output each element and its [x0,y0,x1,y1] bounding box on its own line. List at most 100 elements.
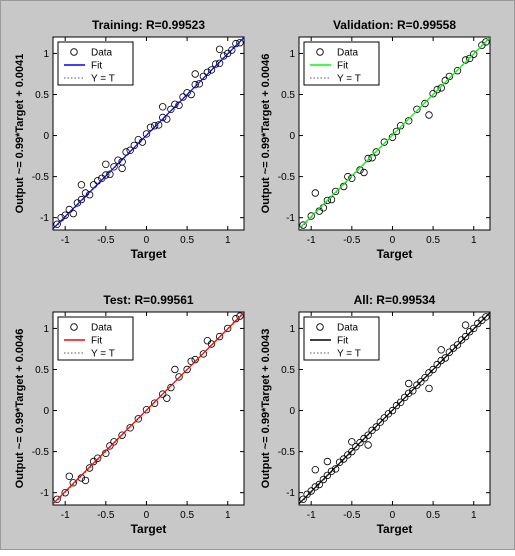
data-point [388,406,397,415]
y-tick-label: 1 [289,324,295,335]
plot-content [299,37,490,230]
data-point [413,105,421,113]
data-point [453,341,462,349]
fit-line [299,37,490,230]
y-tick-label: -1 [286,213,295,224]
subplot-grid: -1 -0.5 0 0.5 1 -1 -0.5 0 0.5 1 Training: R=0.9952… [14,18,491,536]
data-point [118,431,126,439]
fit-line [299,312,490,505]
legend: Data Fit Y = T [303,316,380,361]
data-point [421,374,429,382]
data-point [191,80,199,89]
legend-label: Y = T [91,349,115,360]
data-point [215,45,224,53]
data-point [425,111,433,119]
y-axis-label: Output ~= 0.99*Target + 0.0043 [260,329,272,489]
y-tick-label: 0.5 [35,90,49,101]
data-point [461,56,470,64]
y-tick-label: 0 [289,406,295,417]
data-point [429,365,437,374]
legend-label: Y = T [337,349,361,360]
panel-title: Test: R=0.99561 [103,293,193,307]
subplot-4: -1 -0.5 0 0.5 1 -1 -0.5 0 0.5 1 All: R=0.99534 Targ… [260,293,491,536]
subplot-3: -1 -0.5 0 0.5 1 -1 -0.5 0 0.5 1 Test: R=0.99561 Tar… [14,293,245,536]
legend-box [57,41,134,86]
data-point [65,472,73,480]
data-point [372,148,380,156]
data-point [215,332,224,341]
data-point [110,438,118,446]
legend: Data Fit Y = T [57,41,134,86]
y-tick-label: -0.5 [278,447,296,458]
data-point [307,212,315,220]
data-point [429,89,437,98]
y-tick-label: 0 [43,406,49,417]
y-tick-label: 0 [43,131,49,142]
legend: Data Fit Y = T [57,316,134,361]
data-point [69,479,77,487]
data-point [461,321,470,329]
data-point [437,84,445,92]
data-point [380,138,388,146]
data-point [352,443,360,451]
data-point [445,72,454,81]
data-point [376,418,384,426]
data-point [191,70,199,78]
data-point [179,93,187,101]
data-point [441,354,449,362]
data-point [348,438,356,446]
data-point [437,356,445,365]
legend-box [303,316,380,361]
data-point [102,160,110,168]
data-point [236,39,244,47]
x-tick-label: 0 [390,510,396,521]
x-tick-label: 1 [225,235,231,246]
data-point [211,60,220,68]
plot-content [53,312,244,505]
data-point [319,475,328,484]
data-point [167,383,175,392]
data-point [110,163,118,171]
data-point [142,130,151,138]
legend: Data Fit Y = T [303,41,380,86]
data-point [311,189,319,197]
legend-label: Data [91,323,113,334]
data-point [401,393,409,402]
legend-data-marker [70,323,78,331]
data-point [299,221,307,229]
data-point [171,365,179,374]
data-point [466,54,474,63]
legend-data-marker [316,323,324,331]
data-point [154,121,163,129]
legend-data-marker [70,48,78,56]
data-point [425,384,433,393]
data-point [331,187,340,196]
data-point [392,127,401,136]
data-point [348,447,356,456]
data-point [61,211,69,219]
legend-label: Y = T [337,74,361,85]
y-tick-label: 1 [43,324,49,335]
x-tick-label: 0 [390,235,396,246]
data-point [150,399,159,407]
data-point [396,398,405,406]
data-point [163,394,171,402]
data-point [433,85,441,94]
data-point [215,59,224,67]
data-point [409,387,417,395]
data-point [236,312,244,320]
legend-box [303,41,380,86]
data-point [53,495,61,503]
data-point [396,121,405,130]
panel-title: Validation: R=0.99558 [333,18,456,32]
data-point [175,373,183,381]
legend-data-marker [316,48,324,56]
data-point [482,313,490,321]
data-point [327,467,336,475]
x-tick-label: -1 [307,510,316,521]
y-axis-label: Output ~= 0.99*Target + 0.0046 [260,54,272,214]
data-point [199,72,208,81]
data-point [191,355,199,364]
data-point [311,483,319,491]
y-tick-label: -0.5 [278,172,296,183]
